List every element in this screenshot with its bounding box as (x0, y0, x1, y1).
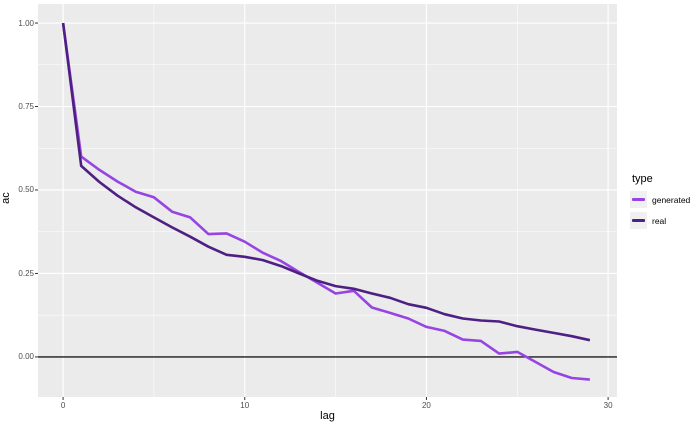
y-tick-label: 0.25 (18, 268, 34, 278)
y-tick-label: 1.00 (18, 18, 34, 28)
x-tick-label: 10 (240, 400, 250, 410)
legend-label: generated (652, 194, 691, 205)
y-tick-label: 0.75 (18, 102, 34, 111)
legend-entries: generated real (630, 191, 700, 229)
y-tick-label: 0.50 (18, 185, 34, 195)
x-tick-label: 0 (60, 400, 66, 410)
series-line-generated (61, 22, 591, 381)
x-axis-title: lag (320, 410, 335, 422)
series-line-real (61, 22, 591, 342)
panel-background (38, 4, 617, 397)
x-tick-label: 20 (421, 400, 431, 410)
y-axis-title: ac (0, 192, 12, 204)
legend-key-swatch (630, 212, 647, 229)
y-tick-label: 0.00 (18, 352, 34, 362)
x-tick-label: 30 (603, 400, 613, 410)
legend-title: type (632, 173, 653, 185)
legend-key-line-icon (632, 219, 645, 222)
legend-key-swatch (630, 191, 647, 208)
legend-entry-generated: generated (630, 191, 700, 208)
legend: type generated real (630, 173, 700, 233)
legend-key-line-icon (632, 198, 645, 201)
legend-label: real (652, 215, 667, 226)
legend-entry-real: real (630, 212, 700, 229)
